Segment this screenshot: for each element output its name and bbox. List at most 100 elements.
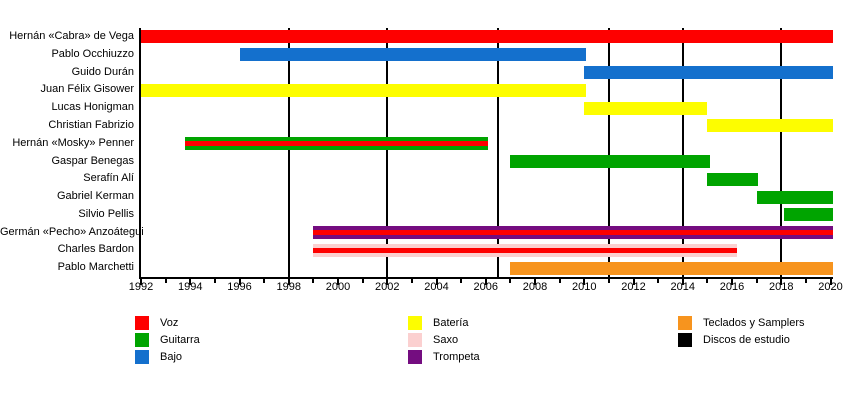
- x-minor-tick: [607, 277, 610, 283]
- member-label: Pablo Occhiuzzo: [51, 47, 134, 60]
- secondary-role-stripe: [185, 141, 489, 147]
- tenure-bar: [584, 66, 833, 79]
- tenure-bar: [510, 261, 833, 275]
- x-major-tick: [435, 277, 438, 285]
- album-line: [497, 28, 500, 277]
- member-label: Gaspar Benegas: [51, 154, 134, 167]
- x-major-tick: [189, 277, 192, 285]
- x-tick-label: 2004: [424, 281, 449, 293]
- legend-label: Saxo: [433, 334, 459, 346]
- legend-swatch-guitarra: [135, 333, 149, 347]
- x-major-tick: [632, 277, 635, 285]
- x-major-tick: [140, 277, 142, 285]
- legend-label: Teclados y Samplers: [703, 317, 805, 329]
- x-minor-tick: [804, 277, 807, 283]
- x-tick-label: 2014: [670, 281, 696, 293]
- member-label: Silvio Pellis: [78, 207, 134, 220]
- legend-label: Voz: [160, 317, 179, 329]
- x-tick-label: 2012: [621, 281, 646, 293]
- tenure-bar: [313, 243, 737, 257]
- member-label: Hernán «Mosky» Penner: [12, 136, 134, 149]
- legend-swatch-voz: [135, 316, 149, 330]
- labels-column: Hernán «Cabra» de Vega Pablo Occhiuzzo Gui…: [0, 28, 144, 277]
- member-label: Juan Félix Gisower: [40, 83, 134, 96]
- tenure-bar: [239, 48, 586, 62]
- x-tick-label: 2008: [522, 281, 548, 293]
- member-label: Hernán «Cabra» de Vega: [9, 30, 134, 42]
- x-major-tick: [681, 277, 684, 285]
- member-label: Germán «Pecho» Anzoátegui: [0, 225, 144, 238]
- x-tick-label: 1992: [128, 281, 154, 293]
- x-major-tick: [238, 277, 241, 285]
- album-line: [780, 28, 783, 277]
- album-line: [386, 28, 389, 277]
- x-tick-label: 2006: [473, 281, 499, 293]
- x-tick-label: 2016: [719, 281, 745, 293]
- legend-label: Bajo: [160, 351, 183, 363]
- legend-swatch-saxo: [408, 333, 422, 347]
- member-label: Pablo Marchetti: [57, 261, 134, 274]
- member-label: Christian Fabrizio: [48, 118, 134, 131]
- plot-area: 1992 1994 1996 1998 2000 2002 2004 2006 2008 2010…: [129, 28, 843, 293]
- x-major-tick: [337, 277, 339, 285]
- x-minor-tick: [263, 277, 266, 283]
- x-minor-tick: [361, 277, 364, 283]
- x-major-tick: [287, 277, 290, 285]
- x-tick-label: 2018: [769, 281, 794, 293]
- x-minor-tick: [164, 277, 167, 283]
- x-minor-tick: [213, 277, 216, 283]
- member-label: Serafín Alí: [83, 172, 134, 185]
- legend-swatch-bajo: [135, 350, 149, 364]
- x-tick-label: 1996: [227, 281, 252, 293]
- album-line: [287, 28, 290, 277]
- x-minor-tick: [460, 277, 463, 283]
- x-minor-tick: [706, 277, 709, 283]
- x-major-tick: [583, 277, 586, 285]
- legend-label: Guitarra: [160, 334, 200, 346]
- member-label: Charles Bardon: [57, 243, 134, 256]
- album-line: [681, 28, 684, 277]
- album-line: [607, 28, 610, 277]
- x-minor-tick: [755, 277, 758, 283]
- tenure-bar: [707, 172, 758, 186]
- legend-swatch-discos-de-estudio: [678, 333, 692, 347]
- x-major-tick: [829, 277, 832, 285]
- x-minor-tick: [312, 277, 315, 283]
- tenure-bar: [141, 83, 586, 97]
- x-minor-tick: [657, 277, 660, 283]
- member-label: Lucas Honigman: [51, 101, 134, 114]
- x-tick-label: 2000: [325, 281, 351, 293]
- x-major-tick: [534, 277, 536, 285]
- legend-label: Trompeta: [433, 351, 480, 363]
- secondary-role-stripe: [313, 230, 833, 235]
- x-major-tick: [484, 277, 487, 285]
- x-minor-tick: [558, 277, 561, 283]
- tenure-bar: [185, 137, 489, 151]
- legend-label: Batería: [433, 317, 469, 329]
- x-major-tick: [780, 277, 783, 285]
- x-major-tick: [386, 277, 389, 285]
- x-tick-label: 1998: [276, 281, 302, 293]
- x-tick-label: 2002: [375, 281, 400, 293]
- tenure-bar: [756, 190, 833, 204]
- tenure-bar: [141, 30, 833, 44]
- secondary-role-stripe: [313, 247, 737, 253]
- tenure-bar: [584, 101, 708, 115]
- tenure-bar: [783, 208, 833, 222]
- member-label: Gabriel Kerman: [56, 190, 134, 203]
- tenure-bar: [707, 119, 833, 133]
- x-major-tick: [731, 277, 733, 285]
- tenure-bar: [313, 226, 833, 239]
- member-label: Guido Durán: [71, 65, 134, 78]
- x-tick-label: 1994: [178, 281, 203, 293]
- legend-swatch-trompeta: [408, 350, 422, 364]
- x-minor-tick: [509, 277, 512, 283]
- x-minor-tick: [410, 277, 413, 283]
- legend-label: Discos de estudio: [703, 334, 790, 346]
- tenure-bar: [510, 154, 710, 168]
- legend-swatch-teclados-y-samplers: [678, 316, 692, 330]
- x-tick-label: 2010: [572, 281, 597, 293]
- legend-swatch-bater-a: [408, 316, 422, 330]
- x-tick-label: 2020: [818, 281, 843, 293]
